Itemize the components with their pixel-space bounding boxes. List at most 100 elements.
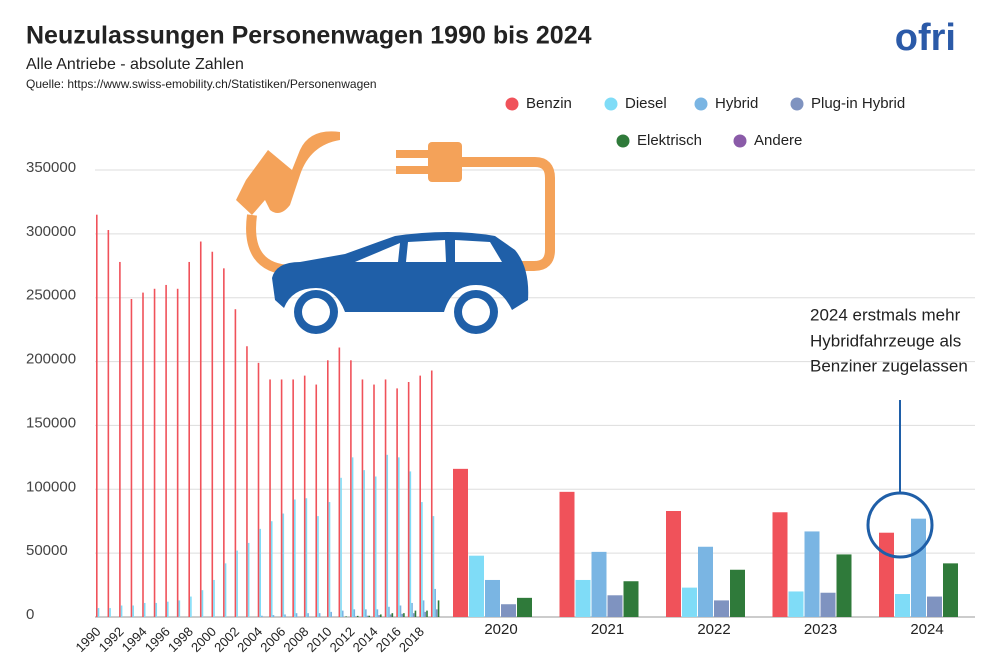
wheel [462, 298, 490, 326]
x-tick-label: 2014 [350, 624, 381, 655]
bar [132, 605, 134, 617]
legend-label: Diesel [625, 95, 667, 112]
cable [462, 157, 555, 271]
legend-label: Andere [754, 132, 802, 149]
x-tick-label: 2004 [234, 624, 265, 655]
bar [341, 610, 344, 617]
bar [261, 615, 263, 617]
bar [199, 241, 202, 617]
bar [436, 609, 438, 617]
bars [96, 214, 958, 618]
legend-marker [505, 97, 519, 111]
bar [155, 602, 158, 617]
bar [305, 498, 308, 617]
plug-pin [396, 150, 430, 158]
bar [879, 532, 894, 617]
bar [292, 379, 294, 617]
bar [407, 382, 410, 617]
bar [396, 388, 398, 617]
bar [327, 360, 329, 617]
bar [373, 384, 375, 617]
bar [328, 502, 331, 617]
bar [421, 502, 423, 617]
bar [353, 609, 356, 617]
legend-label: Benzin [526, 95, 572, 112]
bar [338, 347, 341, 617]
bar [165, 284, 167, 617]
bar [804, 531, 820, 617]
y-tick-label: 100000 [26, 478, 76, 495]
bar [142, 292, 144, 617]
bar [666, 510, 681, 617]
bar [401, 613, 403, 617]
x-tick-label: 2008 [280, 624, 311, 655]
bar [398, 457, 400, 617]
bar [107, 230, 110, 618]
bar [384, 379, 387, 617]
bar [211, 251, 214, 618]
bar [167, 601, 169, 617]
bar [269, 379, 271, 617]
bar [178, 600, 181, 617]
bar [391, 613, 394, 617]
bar [294, 499, 296, 617]
y-tick-label: 150000 [26, 414, 76, 431]
bar [153, 288, 156, 617]
bar [363, 470, 365, 617]
x-tick-label: 2018 [396, 624, 427, 655]
plug-pin [396, 166, 430, 174]
bar [389, 614, 392, 617]
bar [517, 597, 532, 617]
bar [190, 596, 192, 617]
bar [236, 550, 238, 617]
x-tick-label: 2016 [373, 624, 404, 655]
bar [623, 581, 639, 617]
bar [356, 615, 359, 617]
bar [430, 370, 433, 617]
bar [188, 261, 190, 617]
bar [282, 513, 285, 617]
bar [682, 587, 697, 617]
bar [501, 604, 516, 617]
bar [378, 615, 380, 617]
x-tick-label: 2023 [804, 621, 837, 638]
bar [432, 516, 435, 617]
fuel-nozzle [236, 131, 340, 215]
bar [224, 563, 227, 617]
logo: ofri [895, 17, 956, 59]
bar [307, 613, 309, 617]
bar [272, 615, 275, 617]
subtitle: Alle Antriebe - absolute Zahlen [26, 56, 244, 73]
bar [380, 614, 382, 617]
bar [730, 569, 745, 617]
bar [130, 298, 133, 617]
bar [366, 615, 369, 617]
y-tick-label: 0 [26, 606, 34, 623]
bar [280, 379, 283, 617]
legend-label: Plug-in Hybrid [811, 95, 905, 112]
bar [388, 606, 390, 617]
legend-label: Elektrisch [637, 132, 702, 149]
x-tick-label: 2022 [697, 621, 730, 638]
illustration [236, 131, 555, 334]
bar [234, 309, 237, 617]
bar [426, 610, 428, 617]
bar [119, 261, 121, 617]
source: Quelle: https://www.swiss-emobility.ch/S… [26, 77, 377, 91]
bar [213, 579, 215, 617]
bar [409, 471, 412, 617]
bar [317, 516, 319, 617]
bar [246, 346, 248, 617]
x-tick-label: 2002 [211, 624, 242, 655]
bar [911, 518, 926, 617]
bar [607, 595, 623, 617]
x-tick-label: 1994 [119, 624, 150, 655]
bar [895, 594, 910, 617]
bar [97, 608, 100, 617]
bar [201, 590, 204, 617]
legend-marker [733, 134, 747, 148]
bar [399, 605, 402, 617]
x-tick-label: 2024 [910, 621, 943, 638]
bar [303, 375, 306, 617]
